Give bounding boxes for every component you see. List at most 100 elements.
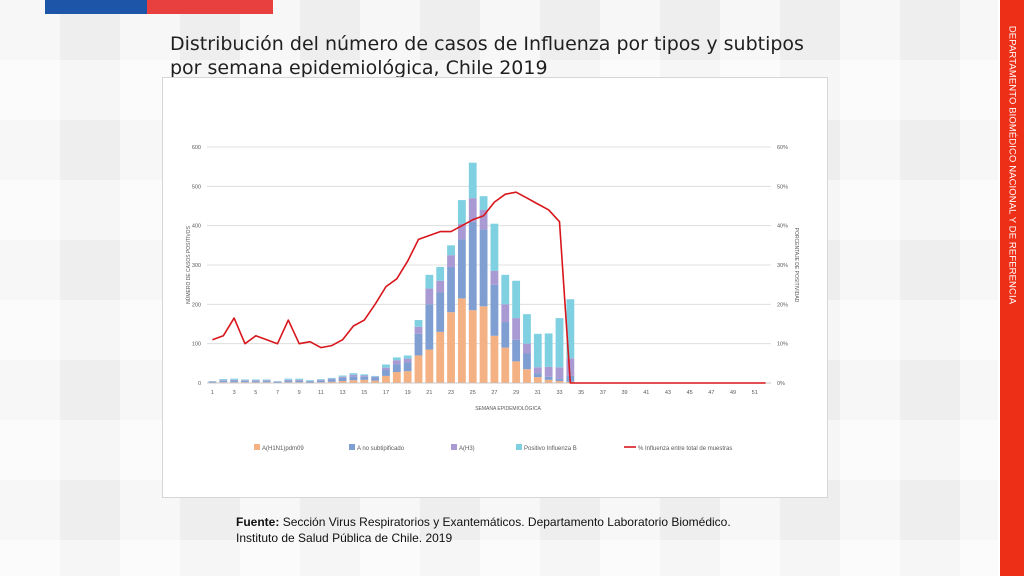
x-tick-label: 1	[211, 390, 214, 396]
bar-segment	[501, 347, 510, 383]
y-tick-label: 100	[192, 342, 201, 348]
x-tick-label: 51	[752, 390, 758, 396]
source-line1: Sección Virus Respiratorios y Exantemáti…	[282, 515, 731, 529]
positivity-line	[212, 191, 766, 384]
bar-segment	[512, 280, 521, 319]
bar-segment	[533, 367, 542, 374]
x-tick-label: 15	[361, 390, 367, 396]
y-tick-label: 400	[192, 224, 201, 230]
bar-segment	[392, 371, 401, 383]
bar-segment	[544, 333, 553, 367]
bar-segment	[414, 355, 423, 383]
bar-segment	[533, 373, 542, 378]
legend-label: % Influenza entre total de muestras	[638, 446, 732, 452]
bar-segment	[360, 376, 369, 380]
y-tick-label: 0	[198, 381, 201, 387]
bar-segment	[457, 298, 466, 383]
y2-tick-label: 60%	[777, 145, 788, 151]
legend-label: A no subtipificado	[357, 446, 405, 452]
bar-segment	[349, 373, 358, 375]
bar-segment	[360, 375, 369, 377]
x-tick-label: 33	[556, 390, 562, 396]
bar-segment	[219, 380, 228, 382]
bar-segment	[338, 377, 347, 382]
y2-tick-label: 0%	[777, 381, 785, 387]
y2-tick-label: 30%	[777, 263, 788, 269]
bar-segment	[208, 381, 217, 383]
influenza-chart: 0 0% 100 10% 200 20% 300 30% 400 40% 500 50% 600 60% 1…	[185, 145, 799, 452]
legend-label: A(H1N1)pdm09	[262, 446, 304, 452]
bar-segment	[555, 367, 564, 380]
bar-segment	[425, 274, 434, 289]
x-tick-label: 19	[405, 390, 411, 396]
bar-segment	[327, 379, 336, 382]
bar-segment	[479, 229, 488, 307]
legend-swatch	[516, 444, 522, 450]
bar-segment	[273, 381, 282, 383]
bar-segment	[284, 380, 293, 383]
bar-segment	[327, 377, 336, 379]
bar-segment	[414, 326, 423, 334]
bar-segment	[262, 379, 271, 381]
bar-segment	[349, 376, 358, 381]
bar-segment	[371, 375, 380, 377]
x-tick-label: 47	[708, 390, 714, 396]
bar-segment	[327, 381, 336, 383]
bar-segment	[382, 375, 390, 383]
bar-segment	[414, 320, 423, 327]
bar-segment	[436, 331, 445, 383]
bar-segment	[284, 379, 293, 381]
bar-segment	[468, 310, 477, 383]
bar-segment	[360, 374, 369, 376]
bar-segment	[338, 375, 347, 377]
side-band-divider	[998, 0, 1000, 576]
bar-segment	[403, 371, 412, 383]
bar-segment	[544, 366, 553, 377]
bar-segment	[392, 357, 401, 361]
source-label: Fuente:	[236, 515, 280, 529]
legend-swatch	[349, 444, 355, 450]
y-tick-label: 200	[192, 302, 201, 308]
bar-segment	[457, 200, 466, 224]
bar-segment	[447, 255, 455, 267]
bar-segment	[447, 245, 455, 256]
x-tick-label: 25	[470, 390, 476, 396]
bar-segment	[403, 358, 412, 363]
bar-segment	[295, 380, 304, 383]
bar-segment	[490, 270, 499, 285]
bar-segment	[262, 381, 271, 383]
bar-segment	[501, 274, 510, 305]
bar-segment	[392, 360, 401, 365]
x-tick-label: 7	[276, 390, 279, 396]
x-tick-label: 27	[491, 390, 497, 396]
bar-segment	[523, 353, 531, 370]
bar-segment	[219, 381, 228, 383]
bar-segment	[371, 376, 380, 378]
bar-segment	[425, 304, 434, 350]
x-tick-label: 9	[298, 390, 301, 396]
bar-segment	[512, 361, 521, 383]
bar-segment	[501, 322, 510, 348]
x-tick-label: 35	[578, 390, 584, 396]
bar-segment	[382, 370, 390, 376]
bar-segment	[436, 292, 445, 332]
bar-segment	[241, 380, 249, 382]
bar-segment	[425, 349, 434, 383]
legend-swatch	[254, 444, 260, 450]
bar-segment	[533, 333, 542, 368]
x-tick-label: 31	[535, 390, 541, 396]
x-tick-label: 29	[513, 390, 519, 396]
x-tick-label: 23	[448, 390, 454, 396]
bar-segment	[382, 364, 390, 368]
bar-segment	[490, 284, 499, 336]
bar-segment	[566, 299, 575, 359]
x-tick-label: 37	[600, 390, 606, 396]
x-axis-title: SEMANA EPIDEMIOLÓGICA	[475, 405, 541, 412]
flag-blue-stripe	[45, 0, 147, 14]
bar-segment	[479, 196, 488, 210]
slide-title-line2: por semana epidemiológica, Chile 2019	[170, 57, 548, 79]
bar-segment	[457, 223, 466, 240]
bar-segment	[479, 209, 488, 230]
bar-segment	[403, 355, 412, 359]
bar-segment	[555, 318, 564, 368]
